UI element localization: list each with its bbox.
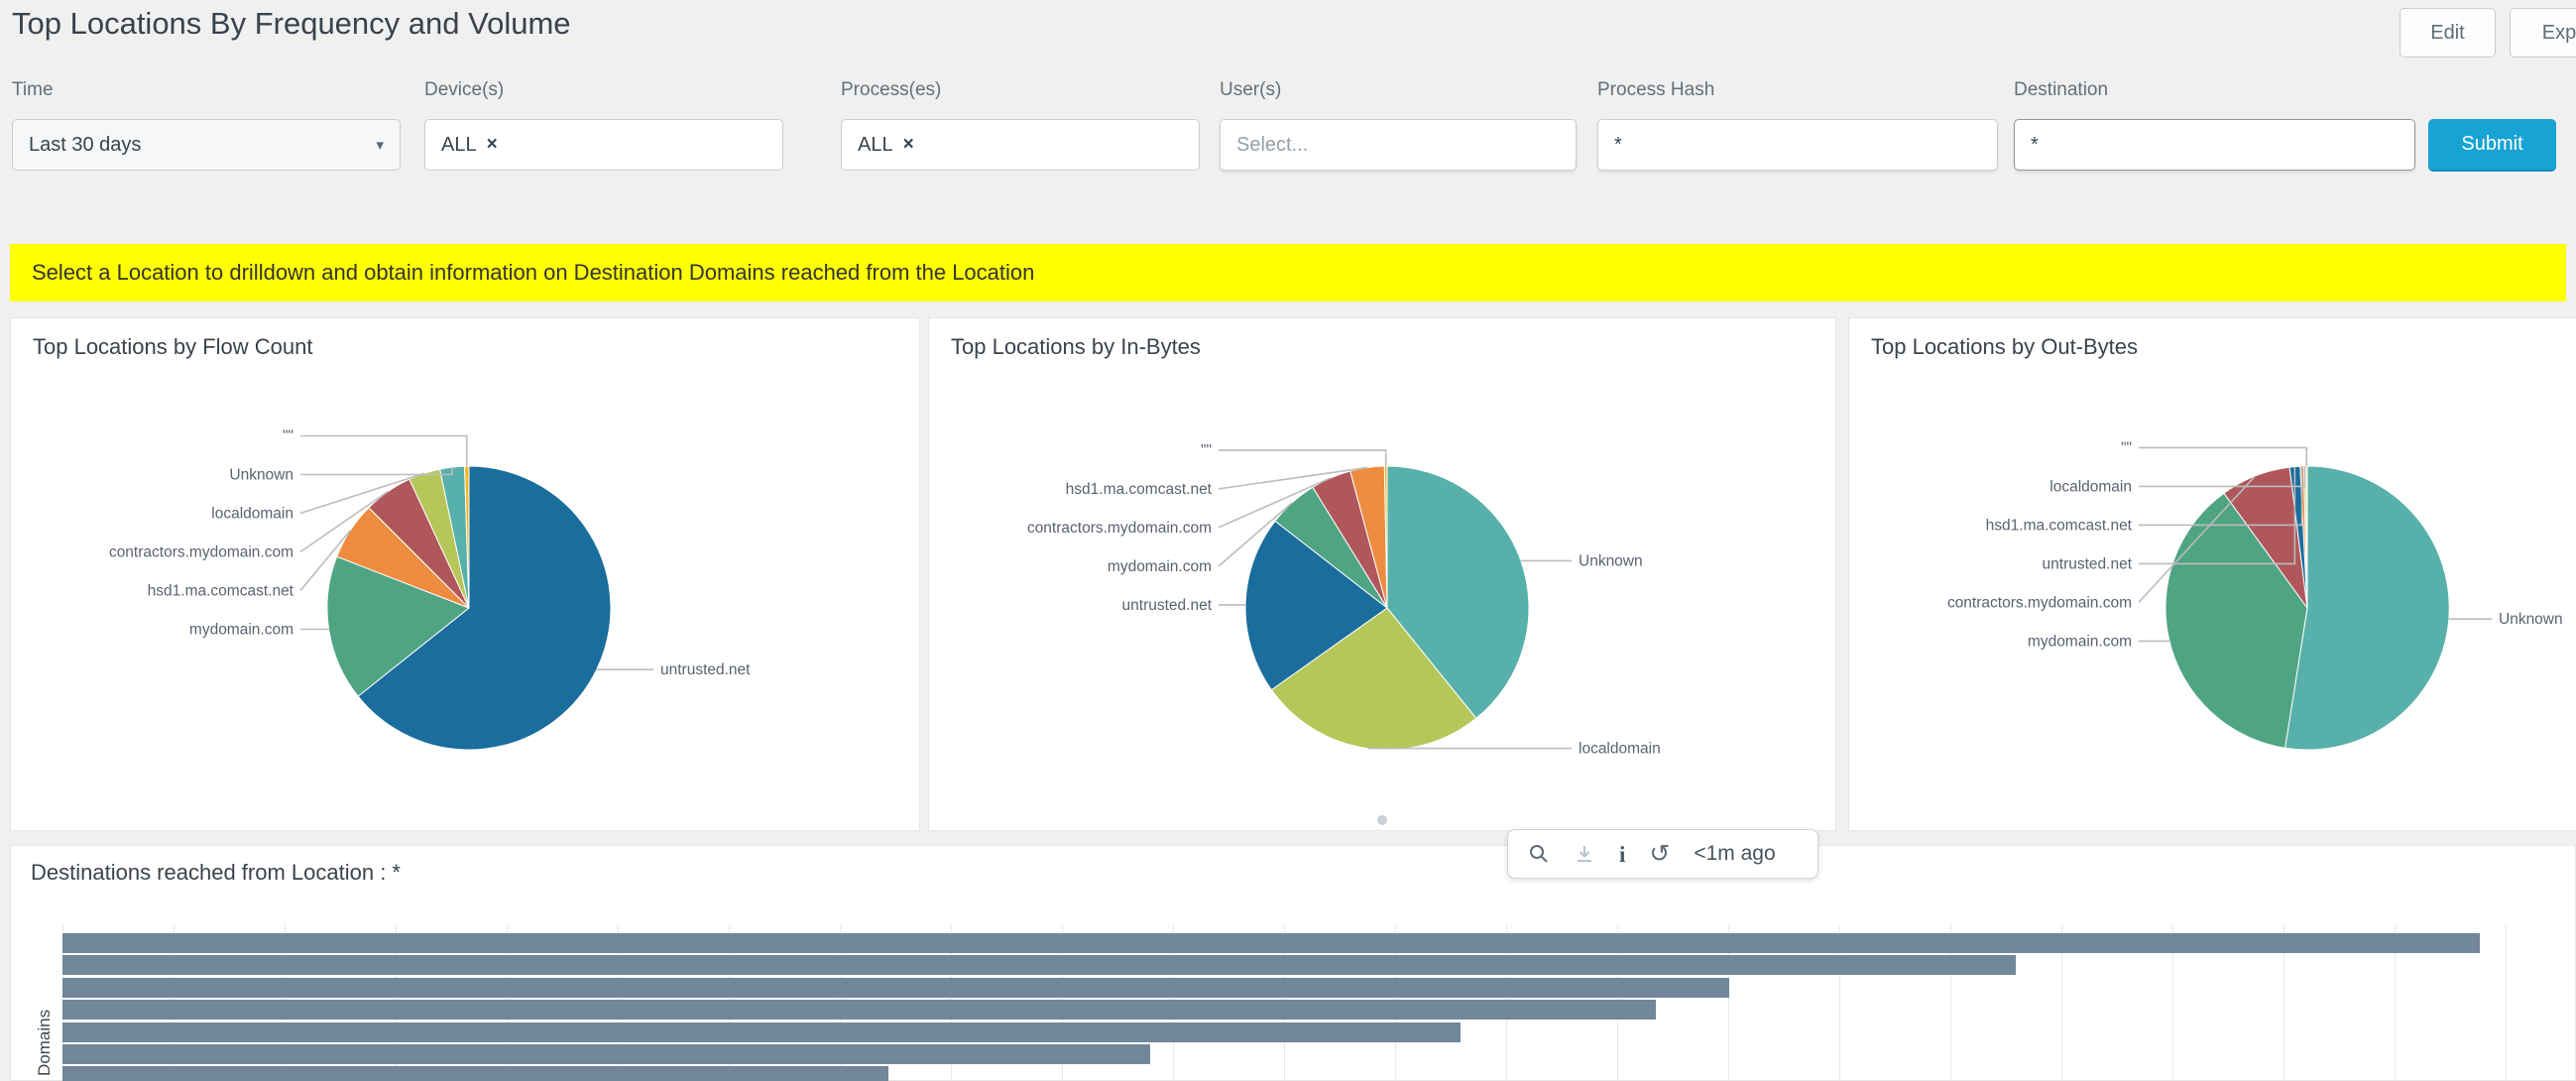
panel-destinations: Destinations reached from Location : * D… (10, 845, 2576, 1081)
carousel-dot[interactable] (1377, 815, 1387, 825)
pie-slice-label: untrusted.net (2043, 555, 2133, 572)
destination-bar[interactable] (62, 933, 2480, 953)
pie-slice-label: untrusted.net (660, 661, 751, 678)
panel-flow-count: Top Locations by Flow Count mydomain.com… (10, 317, 920, 831)
edit-button[interactable]: Edit (2400, 8, 2496, 58)
label-leader-line (2139, 447, 2306, 466)
search-icon[interactable] (1528, 843, 1550, 865)
info-icon[interactable]: i (1619, 843, 1625, 866)
bar-chart-destinations (62, 925, 2576, 1081)
destination-bar[interactable] (62, 955, 2016, 975)
process-hash-input[interactable]: * (1597, 119, 1998, 171)
destination-value: * (2031, 134, 2039, 157)
destination-input[interactable]: * (2014, 119, 2415, 171)
process-hash-filter-label: Process Hash (1597, 79, 1998, 119)
destination-bar[interactable] (62, 1000, 1656, 1020)
destination-filter: Destination * (2014, 79, 2415, 171)
time-range-select[interactable]: Last 30 days ▾ (12, 119, 401, 171)
label-leader-line (1219, 450, 1386, 466)
panel-in-bytes: Top Locations by In-Bytes untrusted.netm… (928, 317, 1836, 831)
y-axis-label: Domains (35, 1010, 55, 1076)
download-icon[interactable] (1574, 843, 1595, 865)
pie-slice-label: hsd1.ma.comcast.net (1986, 517, 2133, 534)
pie-chart-flow-count: mydomain.com hsd1.ma.comcast.net contracto… (11, 318, 921, 834)
submit-button[interactable]: Submit (2428, 119, 2556, 172)
pie-slice-label: hsd1.ma.comcast.net (1066, 481, 1213, 498)
pie-slice-label: localdomain (2049, 478, 2132, 495)
pie-slice-label: "" (283, 427, 293, 444)
pie-slice-label: mydomain.com (2028, 633, 2132, 650)
pie-chart-out-bytes: mydomain.com contractors.mydomain.com untr… (1849, 318, 2576, 834)
process-hash-filter: Process Hash * (1597, 79, 1998, 171)
destination-filter-label: Destination (2014, 79, 2415, 119)
pie-slice-label: contractors.mydomain.com (1947, 594, 2132, 611)
pie-slice-label: untrusted.net (1122, 597, 1213, 614)
devices-filter: Device(s) ALL × (424, 79, 783, 171)
users-input[interactable]: Select... (1220, 119, 1577, 171)
pie-slice-label: hsd1.ma.comcast.net (148, 582, 294, 599)
panel-out-bytes: Top Locations by Out-Bytes mydomain.comc… (1848, 317, 2576, 831)
users-filter: User(s) Select... (1220, 79, 1577, 171)
remove-icon[interactable]: × (903, 134, 914, 156)
pie-slice-label: contractors.mydomain.com (1027, 520, 1212, 537)
time-range-value: Last 30 days (29, 134, 141, 157)
time-filter-label: Time (12, 79, 401, 119)
dashboard: Top Locations By Frequency and Volume Ed… (0, 0, 2576, 1081)
processes-input[interactable]: ALL × (841, 119, 1200, 171)
pie-slice-label: Unknown (1579, 552, 1643, 569)
process-hash-value: * (1614, 134, 1622, 157)
label-leader-line (300, 436, 467, 467)
panel-title: Destinations reached from Location : * (31, 860, 401, 886)
processes-filter-label: Process(es) (841, 79, 1200, 119)
time-filter: Time Last 30 days ▾ (12, 79, 401, 171)
pie-slice[interactable] (2285, 466, 2450, 750)
pie-slice-label: contractors.mydomain.com (109, 543, 293, 560)
page-title: Top Locations By Frequency and Volume (12, 6, 571, 42)
destination-bar[interactable] (62, 1044, 1150, 1064)
processes-filter: Process(es) ALL × (841, 79, 1200, 171)
pie-slice-label: mydomain.com (1108, 558, 1212, 575)
devices-filter-label: Device(s) (424, 79, 783, 119)
export-button[interactable]: Exp (2510, 8, 2576, 58)
panel-hover-toolbar: i ↺ <1m ago (1507, 829, 1818, 879)
destination-bar[interactable] (62, 978, 1729, 998)
pie-slice-label: "" (1201, 442, 1212, 459)
drilldown-hint-banner: Select a Location to drilldown and obtai… (10, 244, 2566, 301)
pie-slice-label: Unknown (2499, 611, 2563, 628)
pie-slice-label: localdomain (1579, 741, 1661, 758)
pie-chart-in-bytes: untrusted.net mydomain.com contractors.myd… (929, 318, 1839, 834)
remove-icon[interactable]: × (487, 134, 498, 156)
last-updated-text: <1m ago (1694, 842, 1775, 866)
processes-chip-label: ALL (858, 134, 893, 157)
pie-slice-label: "" (2121, 439, 2132, 456)
chevron-down-icon: ▾ (376, 136, 384, 154)
destination-bar[interactable] (62, 1066, 888, 1081)
users-filter-label: User(s) (1220, 79, 1577, 119)
pie-slice-label: mydomain.com (189, 621, 293, 638)
devices-chip-label: ALL (441, 134, 477, 157)
users-placeholder: Select... (1236, 134, 1308, 157)
refresh-icon[interactable]: ↺ (1649, 842, 1670, 867)
destination-bar[interactable] (62, 1022, 1461, 1042)
pie-slice-label: localdomain (211, 505, 293, 522)
devices-input[interactable]: ALL × (424, 119, 783, 171)
pie-slice-label: Unknown (229, 466, 293, 483)
